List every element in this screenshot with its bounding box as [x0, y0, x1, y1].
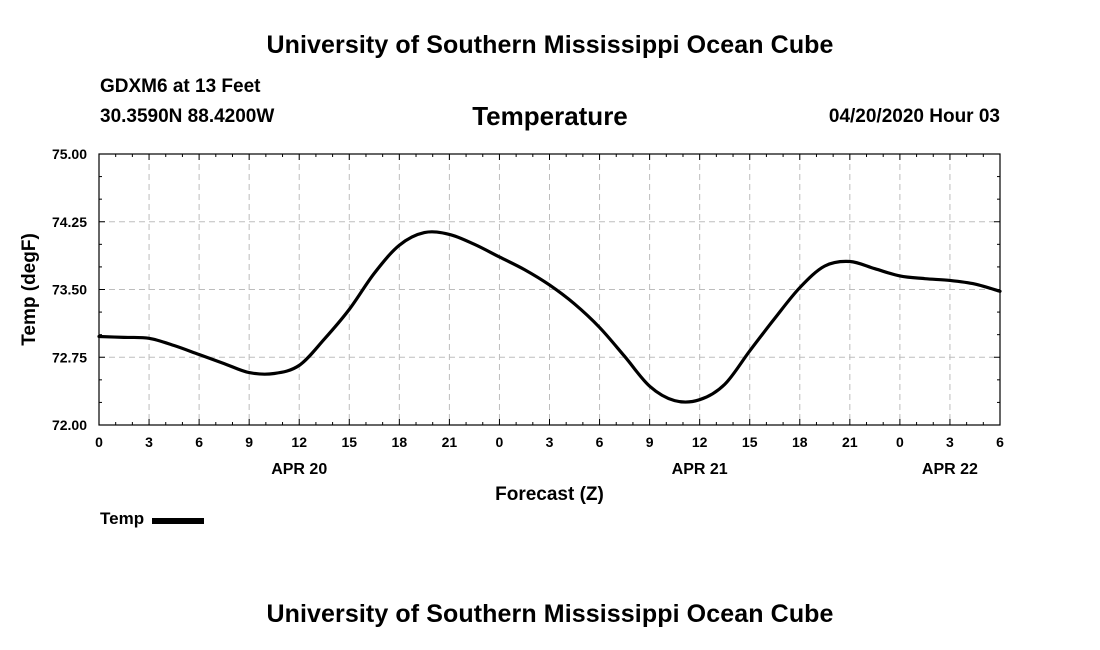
x-tick-label: 18 [392, 434, 408, 450]
x-tick-label: 9 [245, 434, 253, 450]
legend-label: Temp [100, 509, 145, 528]
x-tick-label: 15 [742, 434, 758, 450]
plot-frame [98, 153, 1001, 426]
series [97, 230, 1002, 404]
legend: Temp [100, 509, 205, 529]
date-label: APR 22 [922, 461, 978, 478]
x-tick-label: 0 [496, 434, 504, 450]
date-label: APR 20 [271, 461, 327, 478]
x-tick-label: 6 [596, 434, 604, 450]
y-tick-label: 73.50 [52, 282, 87, 298]
station-label: GDXM6 at 13 Feet [100, 76, 261, 97]
station-coords: 30.3590N 88.4200W [100, 106, 275, 127]
x-tick-label: 6 [996, 434, 1004, 450]
y-tick-label: 75.00 [52, 146, 87, 162]
x-tick-label: 15 [341, 434, 357, 450]
x-tick-label: 3 [145, 434, 153, 450]
x-tick-label: 12 [291, 434, 307, 450]
x-tick-label: 18 [792, 434, 808, 450]
y-tick-label: 74.25 [52, 214, 87, 230]
x-tick-label: 9 [646, 434, 654, 450]
x-tick-label: 12 [692, 434, 708, 450]
y-axis-label: Temp (degF) [19, 233, 40, 346]
chart-title: Temperature [472, 101, 628, 131]
x-tick-label: 6 [195, 434, 203, 450]
x-tick-label: 21 [442, 434, 458, 450]
x-tick-label: 0 [896, 434, 904, 450]
footer-org-title: University of Southern Mississippi Ocean… [266, 600, 834, 628]
grid [99, 154, 1000, 425]
forecast-datetime: 04/20/2020 Hour 03 [828, 106, 1000, 127]
x-tick-label: 0 [95, 434, 103, 450]
x-tick-label: 21 [842, 434, 858, 450]
x-tick-label: 3 [946, 434, 954, 450]
legend-line-swatch [152, 517, 205, 524]
x-tick-label: 3 [546, 434, 554, 450]
y-tick-label: 72.75 [52, 349, 87, 365]
org-title: University of Southern Mississippi Ocean… [266, 31, 834, 59]
temp-series-line [97, 230, 1002, 404]
date-label: APR 21 [672, 461, 728, 478]
axis-labels: 0 3 6 9 12 15 18 21 0 3 6 9 12 15 18 21 0 3 6 72.00 72.75 73.… [19, 146, 1004, 505]
x-axis-label: Forecast (Z) [495, 484, 604, 505]
y-tick-label: 72.00 [52, 417, 87, 433]
